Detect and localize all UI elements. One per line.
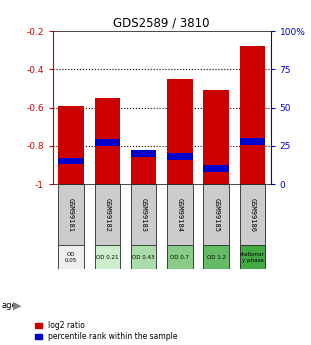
Bar [203, 90, 229, 184]
Text: GSM99183: GSM99183 [141, 198, 146, 232]
Bar [203, 245, 229, 269]
Text: age: age [2, 301, 17, 310]
Bar [58, 184, 84, 245]
Bar [240, 184, 265, 245]
Bar [131, 150, 156, 157]
Text: GSM99185: GSM99185 [213, 198, 219, 232]
Bar [131, 151, 156, 184]
Text: GSM99184: GSM99184 [177, 198, 183, 232]
Text: GSM99186: GSM99186 [249, 198, 255, 232]
Text: OD 0.43: OD 0.43 [132, 255, 155, 260]
Text: OD 0.21: OD 0.21 [96, 255, 118, 260]
Text: OD
0.05: OD 0.05 [65, 252, 77, 263]
Title: GDS2589 / 3810: GDS2589 / 3810 [114, 17, 210, 30]
Bar [240, 245, 265, 269]
Text: GSM99181: GSM99181 [68, 198, 74, 232]
Legend: log2 ratio, percentile rank within the sample: log2 ratio, percentile rank within the s… [35, 321, 177, 341]
Bar [167, 184, 193, 245]
Bar [58, 245, 84, 269]
Bar [95, 245, 120, 269]
Bar [167, 153, 193, 160]
Text: stationar
y phase: stationar y phase [240, 252, 265, 263]
Bar [203, 184, 229, 245]
Bar [167, 79, 193, 184]
Bar [58, 158, 84, 165]
Text: OD 0.7: OD 0.7 [170, 255, 189, 260]
Text: ▶: ▶ [13, 300, 22, 310]
Bar [131, 184, 156, 245]
Bar [203, 166, 229, 172]
Bar [167, 245, 193, 269]
Bar [131, 245, 156, 269]
Bar [240, 138, 265, 145]
Bar [95, 98, 120, 184]
Text: OD 1.2: OD 1.2 [207, 255, 226, 260]
Bar [95, 139, 120, 146]
Text: GSM99182: GSM99182 [104, 198, 110, 232]
Bar [58, 106, 84, 184]
Bar [95, 184, 120, 245]
Bar [240, 46, 265, 184]
